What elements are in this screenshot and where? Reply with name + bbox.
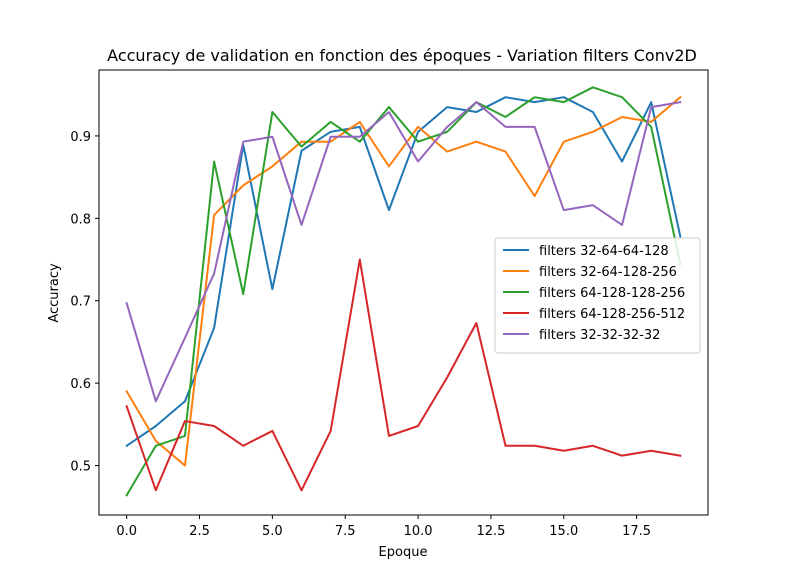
x-tick-label: 10.0 <box>404 524 433 539</box>
y-tick-label: 0.5 <box>70 460 91 475</box>
series-line-5 <box>125 100 682 403</box>
x-tick-label: 2.5 <box>189 524 210 539</box>
plot-area <box>98 69 709 516</box>
x-tick-label: 12.5 <box>476 524 505 539</box>
x-tick-label: 17.5 <box>622 524 651 539</box>
x-tick-label: 7.5 <box>335 524 356 539</box>
series-line-3 <box>125 86 682 497</box>
y-axis-label: Accuracy <box>47 263 62 323</box>
series-line-1 <box>125 96 682 448</box>
legend-box <box>494 237 701 354</box>
chart-title: Accuracy de validation en fonction des é… <box>107 46 697 65</box>
x-tick-label: 0.0 <box>116 524 137 539</box>
y-tick-label: 0.8 <box>70 212 91 227</box>
x-axis: 0.0 2.5 5.0 7.5 10.0 12.5 15.0 17.5 <box>116 515 651 539</box>
x-axis-label: Epoque <box>379 545 428 560</box>
legend-label: filters 32-32-32-32 <box>539 328 660 343</box>
y-tick-label: 0.9 <box>70 130 91 145</box>
legend-label: filters 64-128-256-512 <box>539 307 685 322</box>
series-lines <box>125 86 682 497</box>
y-tick-label: 0.7 <box>70 295 91 310</box>
legend: filters 32-64-64-128 filters 32-64-128-25… <box>494 237 701 354</box>
legend-label: filters 32-64-64-128 <box>539 244 669 259</box>
series-line-2 <box>125 95 682 467</box>
y-tick-label: 0.6 <box>70 377 91 392</box>
legend-label: filters 32-64-128-256 <box>539 265 677 280</box>
series-line-4 <box>125 258 682 492</box>
legend-label: filters 64-128-128-256 <box>539 286 685 301</box>
y-axis: 0.5 0.6 0.7 0.8 0.9 <box>70 130 99 475</box>
x-tick-label: 5.0 <box>262 524 283 539</box>
x-tick-label: 15.0 <box>549 524 578 539</box>
